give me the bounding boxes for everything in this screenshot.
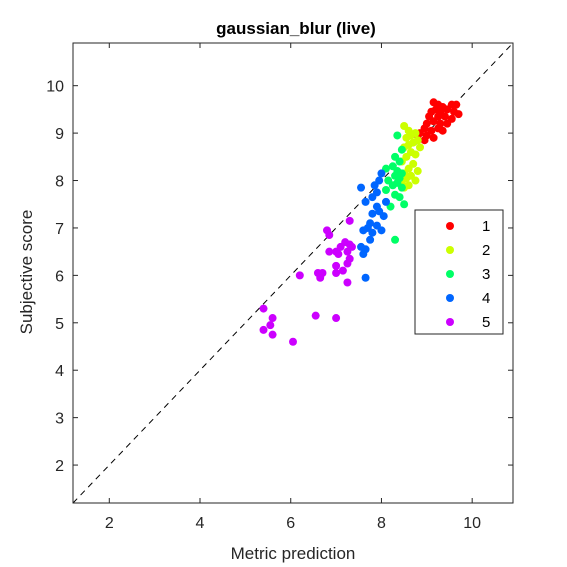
legend-marker-2 <box>446 246 454 254</box>
data-point-series-5 <box>334 250 343 259</box>
data-point-series-4 <box>359 226 368 235</box>
chart-title: gaussian_blur (live) <box>216 19 376 38</box>
data-point-series-5 <box>268 330 277 339</box>
legend-marker-4 <box>446 294 454 302</box>
data-point-series-4 <box>381 197 390 206</box>
data-point-series-2 <box>416 143 425 152</box>
legend-marker-1 <box>446 222 454 230</box>
y-tick-label: 8 <box>55 174 64 191</box>
x-tick-label: 8 <box>377 515 386 532</box>
x-tick-label: 10 <box>463 515 481 532</box>
data-point-series-5 <box>343 247 352 256</box>
data-point-series-4 <box>357 183 366 192</box>
y-tick-label: 9 <box>55 126 64 143</box>
data-point-series-3 <box>381 186 390 195</box>
data-point-series-1 <box>443 105 452 114</box>
data-point-series-1 <box>429 133 438 142</box>
x-tick-label: 4 <box>196 515 205 532</box>
legend-label-2: 2 <box>482 242 490 259</box>
data-point-series-4 <box>379 212 388 221</box>
data-point-series-4 <box>368 228 377 237</box>
legend-box <box>414 209 504 335</box>
y-tick-label: 2 <box>55 458 64 475</box>
axes-box <box>72 42 514 504</box>
data-point-series-1 <box>438 126 447 135</box>
data-point-series-5 <box>343 259 352 268</box>
x-tick-label: 6 <box>286 515 295 532</box>
data-point-series-5 <box>289 337 297 346</box>
legend-marker-3 <box>446 270 454 278</box>
data-point-series-2 <box>402 133 411 142</box>
data-point-series-3 <box>397 183 406 192</box>
data-point-series-5 <box>343 278 352 287</box>
data-point-series-5 <box>325 247 334 256</box>
data-point-series-5 <box>316 273 325 282</box>
data-point-series-4 <box>368 209 377 218</box>
legend-label-3: 3 <box>482 266 490 283</box>
x-tick-label: 2 <box>105 515 114 532</box>
legend-label-4: 4 <box>482 290 490 307</box>
data-point-series-2 <box>413 167 422 176</box>
data-point-series-3 <box>395 193 404 202</box>
data-point-series-3 <box>388 181 397 190</box>
data-point-series-4 <box>377 169 386 178</box>
data-point-series-5 <box>259 304 268 313</box>
y-tick-label: 4 <box>55 363 64 380</box>
data-point-series-5 <box>325 231 334 240</box>
data-point-series-4 <box>361 273 370 282</box>
data-point-series-1 <box>443 119 452 128</box>
data-point-series-1 <box>420 136 429 145</box>
y-tick-label: 3 <box>55 411 64 428</box>
data-point-series-3 <box>395 157 404 166</box>
data-point-series-5 <box>345 216 354 225</box>
x-axis-label: Metric prediction <box>231 544 356 563</box>
data-point-series-2 <box>411 176 420 185</box>
data-point-series-5 <box>332 261 341 270</box>
data-point-series-4 <box>361 197 370 206</box>
data-point-series-3 <box>393 131 402 140</box>
data-point-series-5 <box>295 271 304 280</box>
legend-label-5: 5 <box>482 314 490 331</box>
data-point-series-4 <box>366 235 375 244</box>
data-point-series-2 <box>411 150 420 159</box>
y-tick-label: 5 <box>55 316 64 333</box>
legend-label-1: 1 <box>482 218 490 235</box>
data-point-series-5 <box>268 314 277 323</box>
data-point-series-5 <box>259 325 268 334</box>
data-point-series-1 <box>452 100 461 109</box>
y-tick-label: 7 <box>55 221 64 238</box>
data-point-series-3 <box>397 145 406 154</box>
data-point-series-5 <box>311 311 320 320</box>
y-axis-label: Subjective score <box>17 210 36 335</box>
data-point-series-5 <box>332 314 341 323</box>
data-point-series-3 <box>391 235 400 244</box>
data-point-series-5 <box>332 269 341 277</box>
data-point-series-4 <box>377 226 386 235</box>
data-point-series-4 <box>370 181 379 190</box>
data-point-series-4 <box>359 250 368 259</box>
data-point-series-5 <box>266 321 275 330</box>
data-point-series-4 <box>368 193 377 202</box>
data-point-series-1 <box>440 112 449 121</box>
legend-marker-5 <box>446 318 454 326</box>
y-tick-label: 6 <box>55 268 64 285</box>
data-point-series-1 <box>429 117 438 126</box>
data-point-series-5 <box>338 266 347 275</box>
data-point-series-1 <box>454 110 463 119</box>
data-point-series-3 <box>400 200 409 209</box>
plot-area: 2 4 6 8 10 2 3 4 5 6 7 8 9 10 1 2 3 4 5 <box>46 42 514 532</box>
y-tick-label: 10 <box>46 79 64 96</box>
